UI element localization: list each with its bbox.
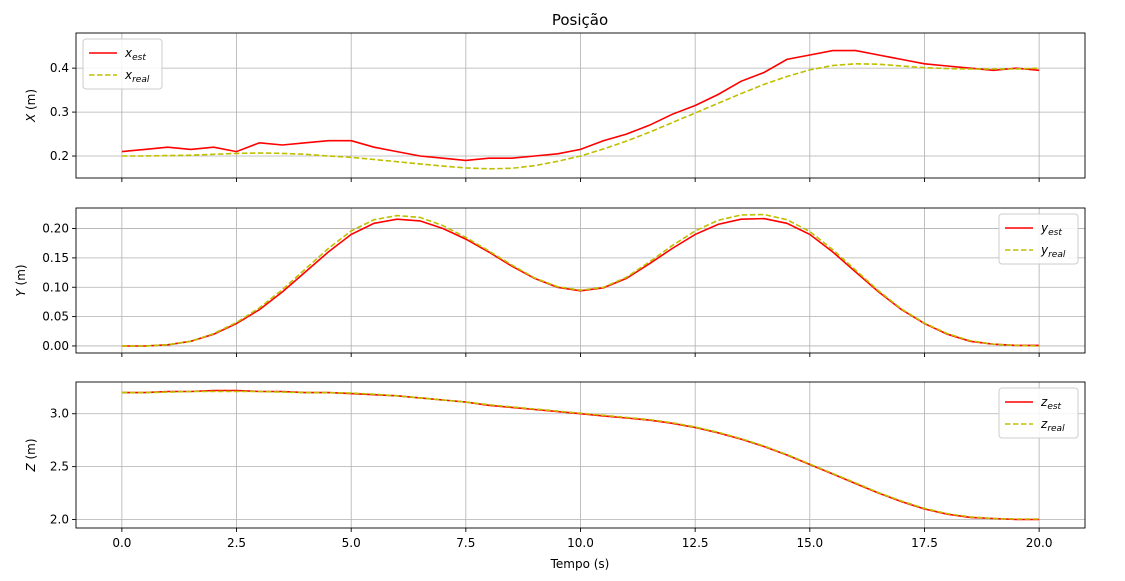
x-tick-label: 7.5 [456, 536, 475, 550]
y-tick-label: 0.05 [42, 310, 69, 324]
y-tick-label: 0.3 [50, 105, 69, 119]
x-axis-label: Tempo (s) [550, 557, 610, 571]
series-line-y-real [121, 213, 1040, 347]
legend-label: yreal [1040, 243, 1066, 260]
legend-label: zreal [1040, 417, 1065, 434]
y-axis-label: Z (m) [24, 438, 38, 472]
x-tick-label: 10.0 [567, 536, 594, 550]
series-line-z-real [121, 390, 1040, 520]
y-tick-label: 0.2 [50, 149, 69, 163]
x-tick-label: 17.5 [911, 536, 938, 550]
legend: xest xreal [82, 38, 163, 90]
series-line-x-real [121, 62, 1040, 170]
x-tick-label: 0.0 [112, 536, 131, 550]
x-tick-label: 20.0 [1026, 536, 1053, 550]
y-tick-label: 2.0 [50, 513, 69, 527]
y-axis-label: X (m) [24, 89, 38, 123]
x-tick-label: 12.5 [682, 536, 709, 550]
x-tick-label: 2.5 [227, 536, 246, 550]
subplot-2: 0.00 0.05 0.10 0.15 0.20 Y (m) yest yreal [14, 207, 1086, 357]
y-tick-label: 3.0 [50, 407, 69, 421]
y-tick-label: 0.10 [42, 280, 69, 294]
legend-box [998, 387, 1079, 439]
legend-label: zest [1040, 395, 1062, 412]
legend: zest zreal [998, 387, 1079, 439]
legend-label: yest [1040, 221, 1062, 238]
series-line-x-est [121, 49, 1040, 162]
y-tick-label: 0.4 [50, 61, 69, 75]
subplot-3: 0.0 2.5 5.0 7.5 10.0 12.5 15.0 17.5 20.0 2.0 2.5 3.… [24, 381, 1086, 550]
y-tick-label: 0.00 [42, 339, 69, 353]
legend-box [998, 213, 1079, 265]
x-tick-label: 5.0 [342, 536, 361, 550]
chart-title: Posição [552, 11, 608, 29]
subplot-1: 0.2 0.3 0.4 X (m) xest xreal [24, 32, 1086, 182]
y-tick-label: 0.20 [42, 222, 69, 236]
x-tick-label: 15.0 [796, 536, 823, 550]
y-tick-label: 2.5 [50, 460, 69, 474]
legend-label: xest [124, 46, 146, 63]
legend: yest yreal [998, 213, 1079, 265]
y-tick-label: 0.15 [42, 251, 69, 265]
legend-box [82, 38, 163, 90]
legend-label: xreal [124, 68, 150, 85]
y-axis-label: Y (m) [14, 264, 28, 296]
